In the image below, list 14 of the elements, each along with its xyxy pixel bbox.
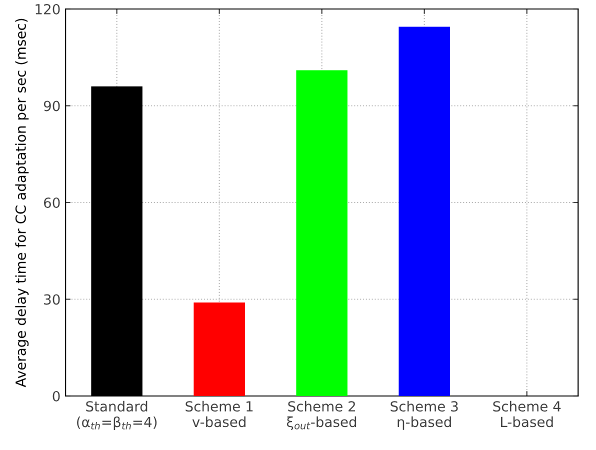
bar	[194, 302, 245, 396]
y-tick-label: 30	[44, 294, 60, 305]
y-tick-label: 60	[44, 197, 60, 208]
x-tick-label: Standard (α$_{th}$=β$_{th}$=4)	[77, 400, 157, 430]
y-axis-title: Average delay time for CC adaptation per sec (msec)	[15, 18, 29, 388]
x-tick-label: Scheme 4 L-based	[493, 400, 561, 428]
bar	[398, 26, 450, 396]
bar	[296, 70, 348, 396]
y-tick-label: 90	[44, 100, 60, 112]
x-tick-label: Scheme 1 v-based	[186, 400, 253, 428]
x-tick-label: Scheme 3 η-based	[390, 400, 458, 430]
y-tick-label: 120	[36, 4, 60, 14]
y-tick-label: 0	[52, 390, 60, 402]
x-tick-label: Scheme 2 ξ$_{out}$-based	[286, 400, 356, 430]
